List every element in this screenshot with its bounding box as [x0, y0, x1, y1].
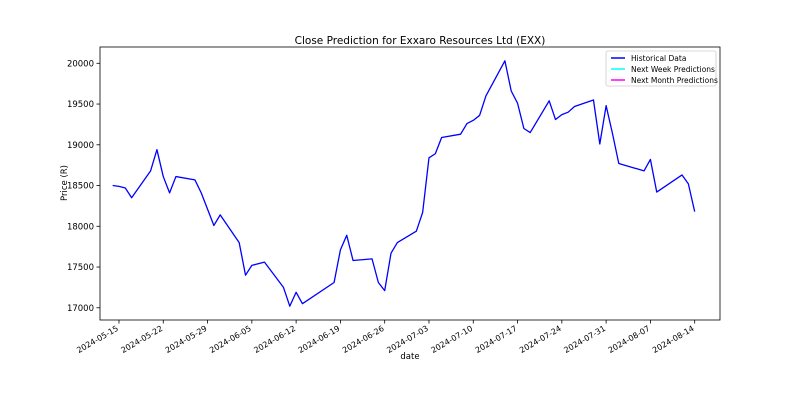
y-tick-label: 17500 [67, 263, 94, 273]
y-tick-label: 18000 [67, 222, 94, 232]
series-lines [112, 60, 696, 307]
series-line-0 [112, 60, 696, 307]
y-tick-label: 17000 [67, 304, 94, 314]
x-axis-label: date [400, 352, 419, 362]
legend-box [605, 50, 717, 87]
y-axis-label: Price (R) [60, 165, 70, 201]
y-tick-label: 19000 [67, 141, 94, 151]
legend-label: Historical Data [631, 54, 686, 63]
y-tick-label: 20000 [67, 59, 94, 69]
legend-label: Next Month Predictions [631, 76, 718, 85]
y-tick-label: 18500 [67, 182, 94, 192]
plot-frame [99, 46, 721, 321]
y-tick-label: 19500 [67, 100, 94, 110]
legend-label: Next Week Predictions [631, 65, 715, 74]
legend: Historical Data Next Week Predictions Next… [605, 50, 718, 87]
chart-title: Close Prediction for Exxaro Resources Lt… [295, 35, 546, 47]
